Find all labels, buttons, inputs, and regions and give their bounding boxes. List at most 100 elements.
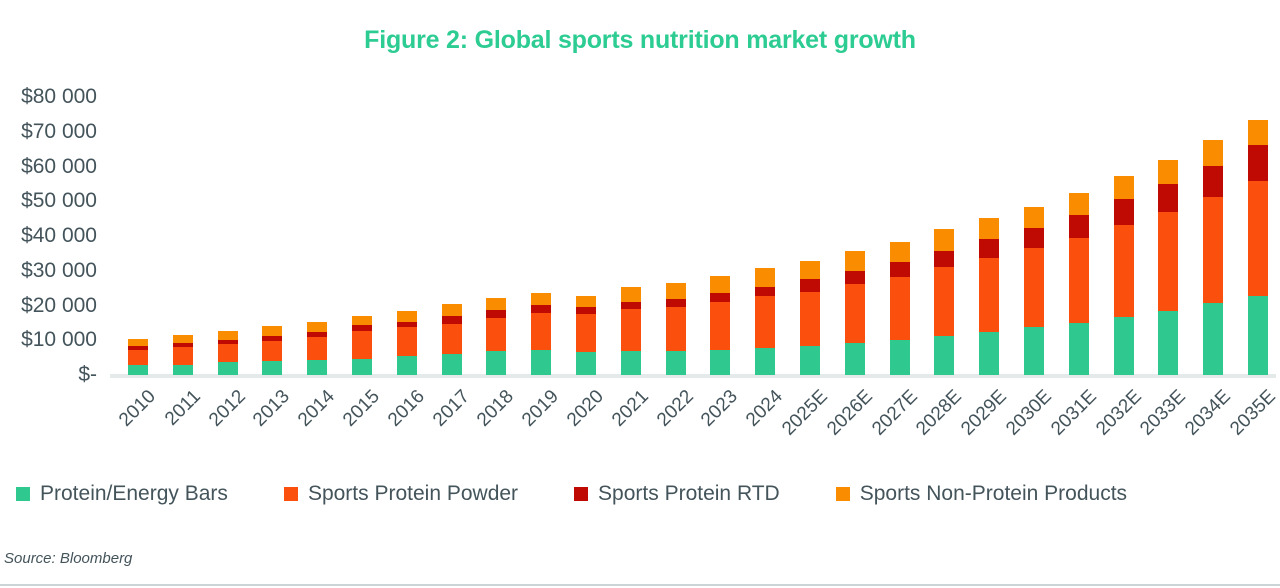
bar-segment-protein-energy-bars [710, 349, 731, 375]
bar-segment-protein-energy-bars [889, 340, 910, 375]
bar-segment-sports-protein-rtd [531, 305, 552, 314]
bar-segment-sports-protein-rtd [441, 316, 462, 324]
bar-segment-sports-protein-powder [576, 314, 596, 353]
source-note: Source: Bloomberg [4, 550, 133, 567]
x-axis-tick-label: 2025E [778, 386, 832, 440]
x-axis-tick-label: 2032E [1091, 386, 1146, 440]
bar-segment-sports-protein-rtd [307, 331, 328, 337]
bar-segment-protein-energy-bars [486, 351, 507, 375]
bar-segment-sports-protein-powder [128, 350, 148, 366]
bar-segment-sports-non-protein-products [889, 242, 910, 263]
bar-segment-sports-protein-rtd [1203, 165, 1224, 198]
bar-segment-protein-energy-bars [576, 352, 596, 375]
y-axis-tick-label: $30 000 [21, 258, 97, 282]
legend-item-protein-energy-bars: Protein/Energy Bars [16, 482, 228, 506]
bar-segment-protein-energy-bars [307, 359, 328, 375]
legend-marker-icon-protein-energy-bars [16, 487, 30, 501]
x-axis-tick-label: 2010 [115, 386, 160, 431]
bar-segment-sports-non-protein-products [665, 283, 686, 300]
y-axis-tick-label: $60 000 [21, 154, 97, 178]
bar-segment-protein-energy-bars [172, 364, 193, 375]
bar-segment-protein-energy-bars [441, 354, 462, 375]
bar-segment-protein-energy-bars [1068, 322, 1089, 375]
bar-segment-sports-protein-powder [262, 340, 283, 362]
bar-segment-sports-non-protein-products [352, 315, 372, 326]
bar-segment-sports-protein-powder [1203, 197, 1224, 304]
bar-segment-protein-energy-bars [844, 342, 865, 375]
bar-segment-protein-energy-bars [1158, 311, 1179, 375]
bar-segment-sports-protein-powder [1068, 237, 1089, 323]
bar-segment-sports-protein-rtd [979, 239, 1000, 258]
y-axis-tick-label: $70 000 [21, 119, 97, 143]
legend-item-sports-non-protein-products: Sports Non-Protein Products [835, 482, 1127, 506]
bar-segment-sports-protein-powder [441, 323, 462, 355]
bar-segment-sports-non-protein-products [486, 298, 507, 310]
bar-segment-sports-non-protein-products [1248, 120, 1268, 145]
bar-segment-sports-non-protein-products [1024, 207, 1044, 228]
bar-segment-sports-protein-powder [1024, 247, 1044, 328]
bar-segment-sports-non-protein-products [128, 338, 148, 347]
y-axis-tick-label: $- [78, 363, 97, 386]
bar-segment-sports-protein-powder [486, 317, 507, 352]
x-axis-tick-label: 2029E [957, 386, 1012, 440]
x-axis-tick-label: 2018 [473, 386, 519, 431]
legend-label-protein-energy-bars: Protein/Energy Bars [40, 482, 228, 505]
legend-marker-icon-sports-protein-powder [283, 487, 298, 501]
bar-segment-protein-energy-bars [217, 362, 238, 375]
legend-label-sports-protein-rtd: Sports Protein RTD [598, 482, 780, 505]
bar-segment-sports-protein-rtd [172, 343, 193, 347]
bar-segment-protein-energy-bars [934, 336, 955, 375]
bar-segment-protein-energy-bars [1113, 316, 1134, 375]
bar-segment-sports-non-protein-products [979, 218, 1000, 240]
bar-segment-sports-protein-powder [172, 346, 193, 365]
bar-segment-sports-protein-rtd [1068, 214, 1089, 238]
x-axis-tick-label: 2014 [294, 386, 340, 431]
bar-segment-sports-non-protein-products [217, 331, 238, 341]
legend-label-sports-protein-powder: Sports Protein Powder [307, 482, 519, 505]
bar-segment-sports-protein-rtd [128, 346, 148, 351]
bar-segment-sports-non-protein-products [396, 310, 417, 322]
x-axis-tick-label: 2013 [249, 386, 295, 431]
bar-segment-sports-non-protein-products [172, 335, 193, 344]
x-axis-tick-label: 2026E [822, 386, 877, 440]
bar-segment-protein-energy-bars [800, 346, 820, 375]
bar-segment-sports-protein-rtd [262, 336, 283, 341]
bar-segment-protein-energy-bars [979, 331, 1000, 375]
y-axis-tick-label: $20 000 [21, 293, 97, 317]
bar-segment-sports-protein-rtd [1113, 199, 1134, 226]
bar-segment-sports-non-protein-products [307, 321, 328, 332]
bar-segment-protein-energy-bars [396, 356, 417, 375]
bar-segment-sports-protein-rtd [710, 293, 731, 302]
bar-segment-protein-energy-bars [1203, 303, 1224, 375]
bar-segment-sports-non-protein-products [710, 275, 731, 294]
bar-segment-sports-protein-rtd [352, 325, 372, 331]
bar-segment-sports-protein-powder [889, 276, 910, 341]
bar-segment-sports-protein-rtd [800, 279, 820, 292]
bar-segment-protein-energy-bars [352, 358, 372, 375]
bar-segment-protein-energy-bars [128, 365, 148, 375]
bar-segment-sports-non-protein-products [441, 304, 462, 317]
legend: Protein/Energy Bars Sports Protein Powder… [16, 482, 1127, 506]
bar-segment-sports-protein-powder [1248, 180, 1268, 297]
bar-segment-sports-non-protein-products [934, 229, 955, 252]
bar-segment-sports-protein-powder [844, 284, 865, 343]
legend-marker-icon-sports-protein-rtd [574, 487, 589, 501]
x-axis-tick-label: 2022 [652, 386, 698, 431]
bar-segment-protein-energy-bars [1248, 296, 1268, 375]
bar-segment-sports-non-protein-products [576, 296, 596, 307]
legend-item-sports-protein-powder: Sports Protein Powder [283, 482, 519, 506]
bottom-rule [0, 584, 1280, 586]
bar-segment-protein-energy-bars [665, 350, 686, 375]
x-axis-tick-label: 2011 [160, 386, 205, 430]
bar-segment-sports-protein-rtd [1158, 183, 1179, 212]
bar-segment-sports-protein-powder [307, 336, 328, 360]
x-axis-tick-label: 2021 [607, 386, 653, 431]
x-axis-tick-label: 2035E [1226, 386, 1280, 440]
x-axis-tick-label: 2034E [1181, 386, 1236, 440]
y-axis-tick-label: $40 000 [21, 224, 97, 247]
bar-segment-sports-non-protein-products [844, 251, 865, 272]
bar-segment-protein-energy-bars [755, 347, 776, 375]
bar-segment-protein-energy-bars [531, 350, 552, 375]
bar-segment-sports-protein-powder [352, 330, 372, 359]
